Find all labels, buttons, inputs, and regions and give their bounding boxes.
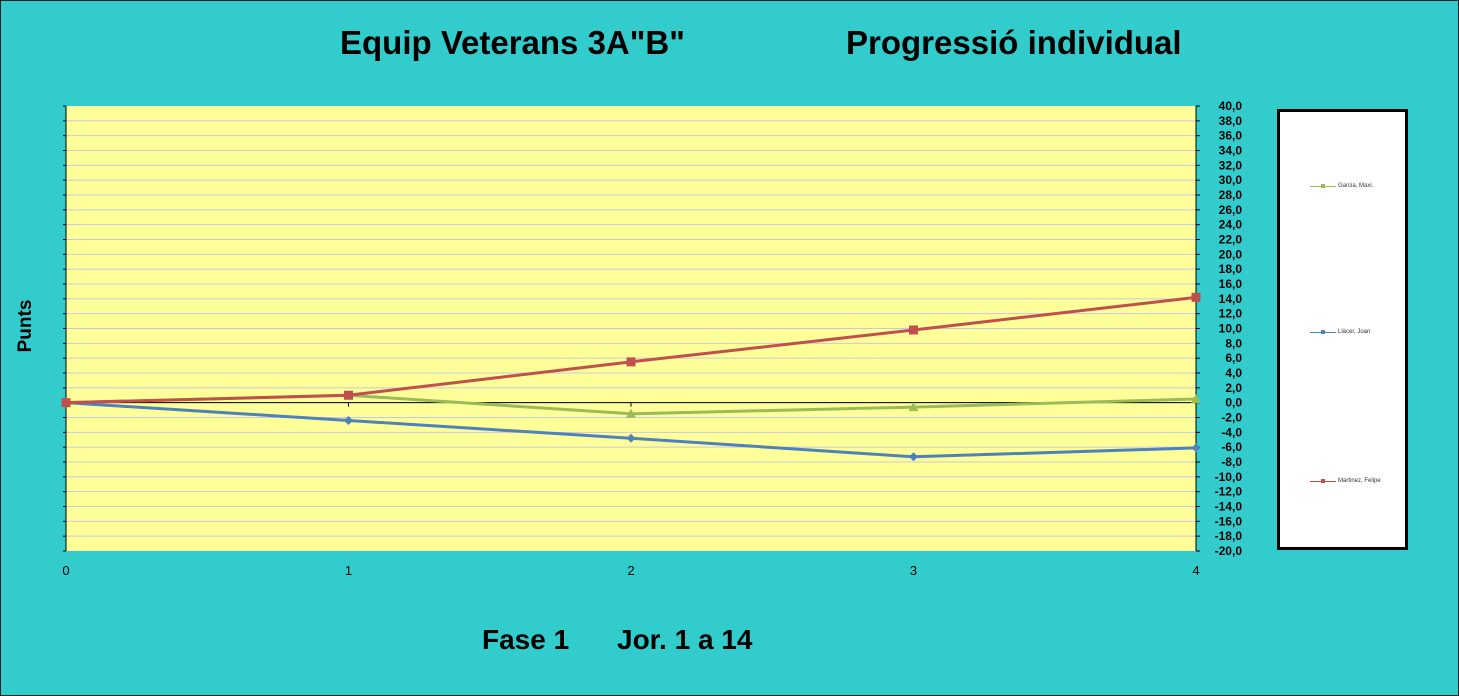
- x-tick-label: 3: [910, 563, 917, 578]
- x-tick-label: 1: [345, 563, 352, 578]
- data-point: [908, 402, 919, 412]
- y-tick-label: 36,0: [1219, 129, 1243, 143]
- y-tick-label: -4,0: [1221, 425, 1242, 439]
- data-point: [909, 452, 918, 462]
- y-tick-label: 20,0: [1219, 247, 1243, 261]
- legend-label: Martinez, Felipe: [1338, 478, 1381, 484]
- legend-marker: [1321, 184, 1325, 188]
- legend-label: Garcia, Maxi.: [1338, 183, 1374, 189]
- data-point: [626, 433, 636, 443]
- y-tick-label: 26,0: [1219, 203, 1243, 217]
- footer-phase: Fase 1: [482, 624, 570, 655]
- data-point: [1191, 443, 1201, 453]
- x-tick-label: 4: [1192, 563, 1199, 578]
- footer-rounds: Jor. 1 a 14: [617, 624, 753, 655]
- data-point: [909, 325, 918, 335]
- data-point: [626, 357, 636, 367]
- legend-marker: [1321, 330, 1325, 334]
- y-tick-label: 0,0: [1225, 396, 1242, 410]
- data-point: [344, 390, 353, 400]
- legend-marker: [1321, 479, 1325, 483]
- y-tick-label: -20,0: [1215, 544, 1243, 558]
- legend: Garcia, Maxi. Llàcer, Joan Martinez, Felip…: [1277, 109, 1408, 550]
- y-tick-label: 10,0: [1219, 322, 1243, 336]
- x-tick-label: 0: [62, 563, 69, 578]
- y-tick-label: 28,0: [1219, 188, 1243, 202]
- y-tick-label: 22,0: [1219, 233, 1243, 247]
- y-tick-label: 12,0: [1219, 307, 1243, 321]
- y-tick-label: 18,0: [1219, 262, 1243, 276]
- chart-subtitle: Progressió individual: [846, 24, 1182, 61]
- y-tick-label: 34,0: [1219, 144, 1243, 158]
- data-point: [626, 408, 636, 418]
- y-tick-label: 4,0: [1225, 366, 1242, 380]
- data-point: [61, 398, 71, 408]
- y-tick-label: -18,0: [1215, 529, 1243, 543]
- y-tick-label: 6,0: [1225, 351, 1242, 365]
- y-tick-label: 24,0: [1219, 218, 1243, 232]
- y-tick-label: 8,0: [1225, 336, 1242, 350]
- y-tick-label: -14,0: [1215, 500, 1243, 514]
- y-tick-label: 32,0: [1219, 158, 1243, 172]
- y-tick-label: -16,0: [1215, 514, 1243, 528]
- legend-label: Llàcer, Joan: [1338, 329, 1371, 335]
- chart-title: Equip Veterans 3A"B": [340, 24, 685, 61]
- y-tick-label: 38,0: [1219, 114, 1243, 128]
- y-tick-label: 14,0: [1219, 292, 1243, 306]
- data-point: [344, 415, 353, 425]
- y-tick-label: 30,0: [1219, 173, 1243, 187]
- data-point: [1191, 292, 1201, 302]
- y-tick-label: -12,0: [1215, 485, 1243, 499]
- y-tick-label: -2,0: [1221, 411, 1242, 425]
- y-tick-label: 40,0: [1219, 99, 1243, 113]
- y-tick-label: -6,0: [1221, 440, 1242, 454]
- y-tick-label: 16,0: [1219, 277, 1243, 291]
- y-tick-label: 2,0: [1225, 381, 1242, 395]
- y-tick-label: -8,0: [1221, 455, 1242, 469]
- data-point: [1191, 393, 1201, 403]
- x-tick-label: 2: [627, 563, 634, 578]
- y-tick-label: -10,0: [1215, 470, 1243, 484]
